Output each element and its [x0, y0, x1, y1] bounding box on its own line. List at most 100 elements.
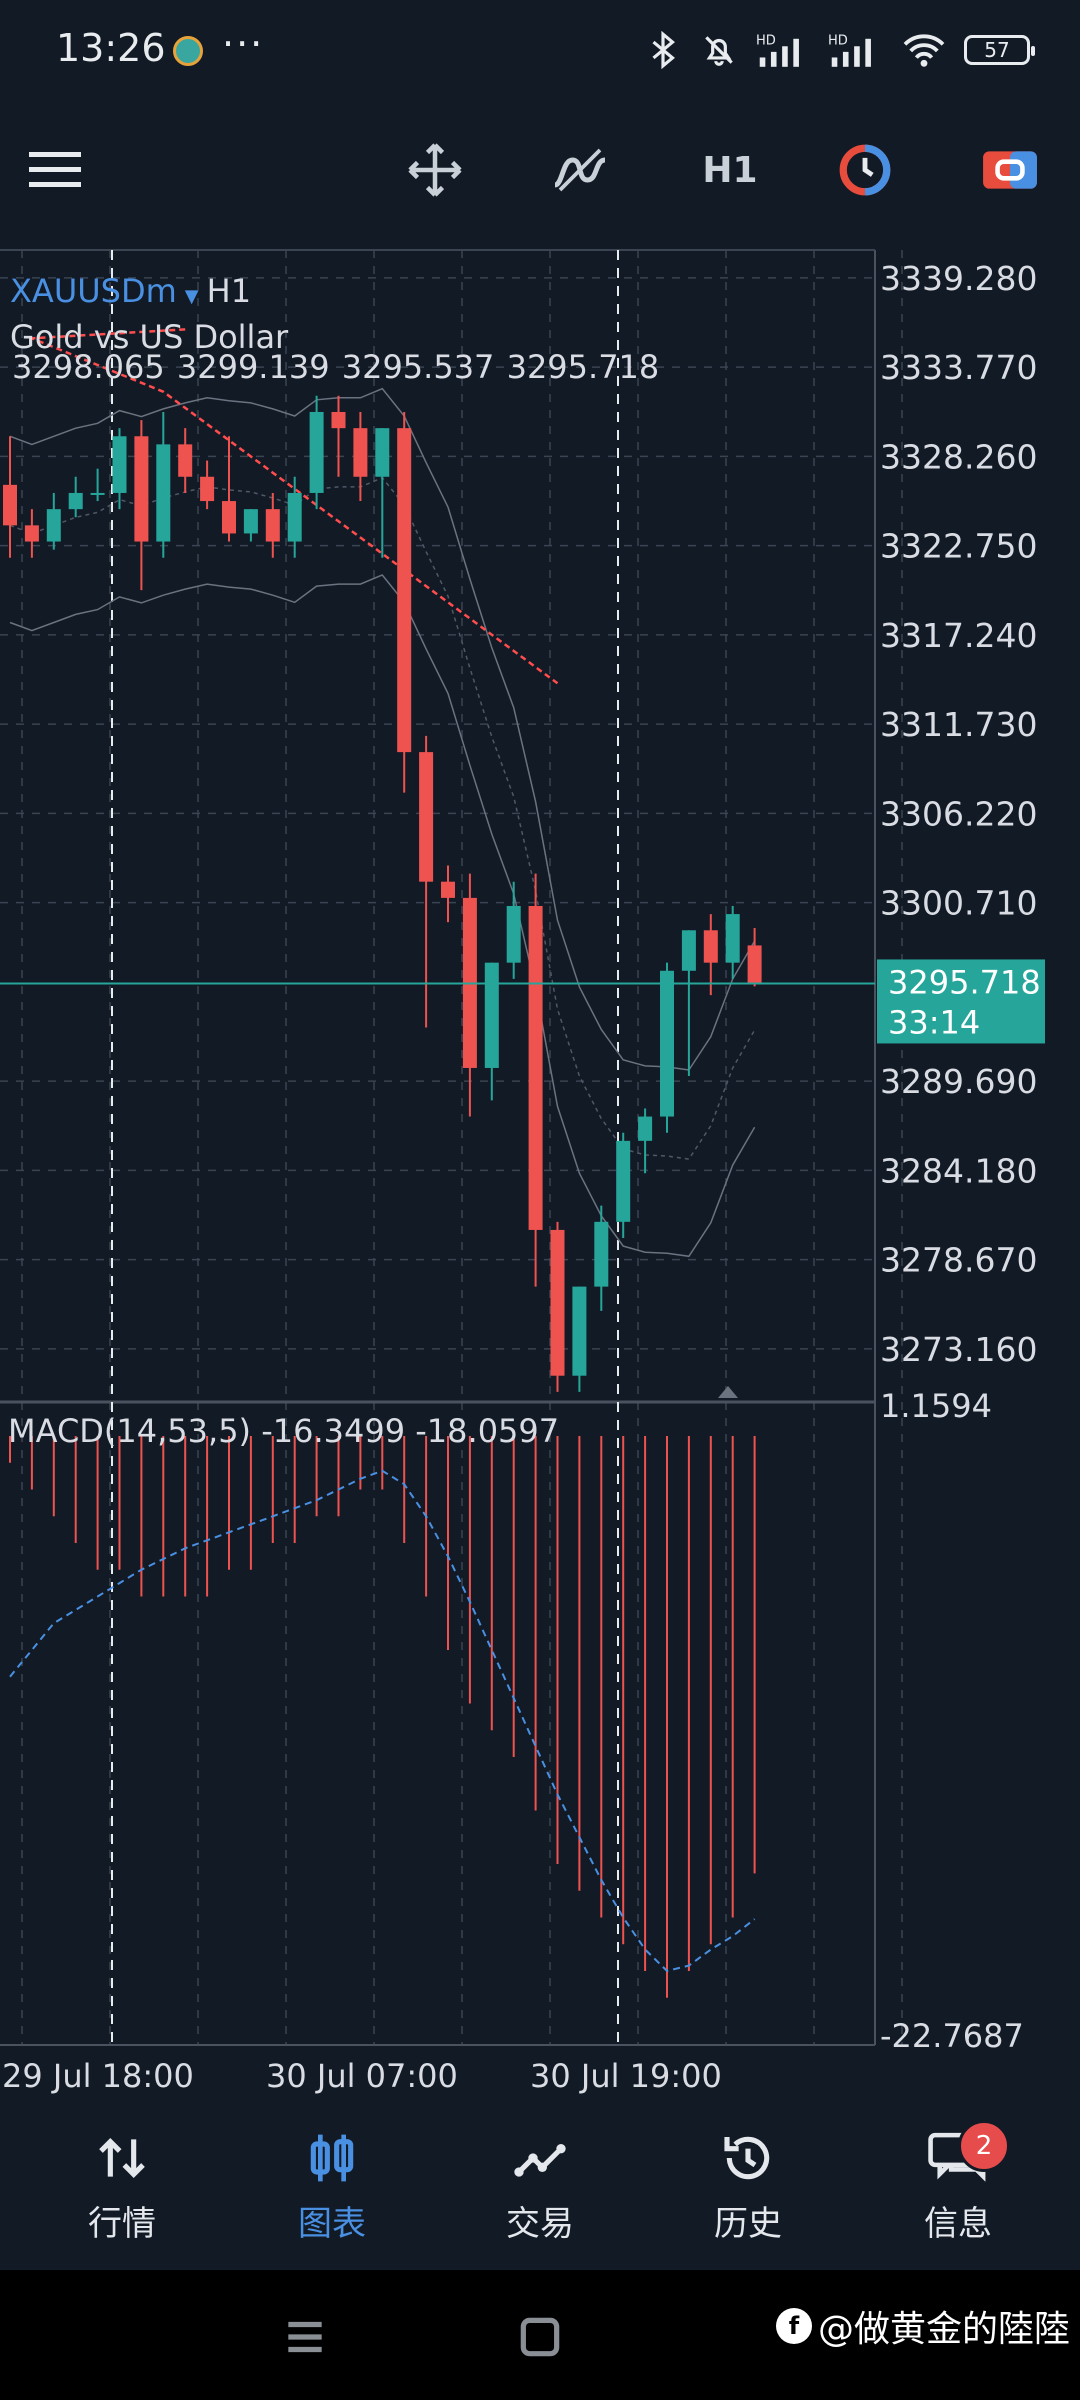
candle-body	[528, 905, 543, 1230]
unread-badge: 2	[958, 2120, 1010, 2172]
time-tick-label: 30 Jul 19:00	[530, 2057, 722, 2095]
candle-body	[331, 411, 346, 429]
system-navigation-bar	[0, 2270, 1080, 2400]
nav-label: 历史	[714, 2204, 782, 2244]
status-time: 13:26	[56, 26, 166, 70]
price-tick-label: 3311.730	[880, 705, 1037, 744]
candle-body	[725, 914, 740, 963]
nav-label: 图表	[298, 2204, 366, 2244]
price-tick-label: 3289.690	[880, 1062, 1037, 1101]
lower-band-line	[9, 574, 756, 1258]
candle-body	[397, 428, 412, 753]
candle-body	[572, 1286, 587, 1376]
slow-moving-average-line	[31, 328, 559, 685]
quotes-icon	[99, 2138, 145, 2178]
macd-tick-label: -22.7687	[880, 2017, 1024, 2055]
chart-toolbar: H1	[0, 110, 1080, 230]
candle-body	[484, 962, 499, 1068]
recent-apps-icon[interactable]	[280, 2312, 330, 2362]
trade-icon	[514, 2144, 566, 2177]
nav-trade[interactable]: 交易	[470, 2130, 610, 2250]
move-crosshair-icon	[408, 143, 462, 197]
home-icon[interactable]	[515, 2312, 565, 2362]
macd-label: MACD(14,53,5) -16.3499 -18.0597	[8, 1412, 560, 1450]
nav-label: 行情	[88, 2204, 156, 2244]
chart-icon	[310, 2134, 354, 2182]
symbol-description: Gold vs US Dollar	[10, 318, 289, 356]
candle-body	[68, 492, 83, 510]
candle-body	[506, 905, 521, 963]
indicators-button[interactable]	[545, 130, 615, 210]
candle-body	[3, 484, 17, 526]
candle-body	[178, 444, 193, 477]
candle-body	[616, 1140, 631, 1222]
middle-band-line	[9, 476, 756, 1160]
price-tick-label: 3306.220	[880, 794, 1037, 833]
candle-body	[747, 945, 762, 984]
candle-body	[550, 1229, 565, 1376]
menu-button[interactable]	[20, 130, 90, 210]
candle-body	[419, 752, 434, 882]
app-notification-icon	[173, 36, 203, 66]
candle-body	[287, 492, 302, 542]
candle-body	[222, 501, 236, 534]
price-tick-label: 3333.770	[880, 348, 1037, 387]
macd-signal-line	[9, 1469, 756, 1973]
watermark: f @做黄金的陸陸	[775, 2300, 1070, 2352]
candle-body	[681, 930, 696, 971]
more-notifications-icon: ···	[222, 22, 265, 66]
indicators-icon	[554, 148, 606, 192]
macd-tick-label: 1.1594	[880, 1387, 992, 1425]
candle-body	[156, 444, 171, 542]
price-tick-label: 3317.240	[880, 616, 1037, 655]
candle-body	[134, 436, 149, 542]
svg-text:HD: HD	[756, 33, 776, 48]
candle-body	[243, 509, 258, 534]
candle-body	[353, 428, 368, 477]
symbol-dropdown-icon[interactable]: ▼	[184, 286, 199, 307]
scroll-marker-icon	[718, 1386, 738, 1398]
timeframe-button[interactable]: H1	[690, 130, 770, 210]
nav-label: 交易	[506, 2204, 574, 2244]
candle-body	[24, 525, 39, 542]
nav-history[interactable]: 历史	[678, 2130, 818, 2250]
candle-body	[309, 411, 324, 493]
price-chart[interactable]: 3339.280 3333.770 3328.260 3322.750 3317.240…	[0, 240, 1080, 2120]
candle-body	[660, 970, 674, 1117]
current-price-label: 3295.718	[888, 963, 1041, 1001]
symbol-name[interactable]: XAUUSDm	[10, 272, 177, 310]
candle-body	[90, 492, 105, 495]
candle-body	[46, 509, 61, 542]
candle-body	[112, 436, 127, 493]
nav-quotes[interactable]: 行情	[52, 2130, 192, 2250]
price-tick-label: 3328.260	[880, 437, 1037, 476]
ohlc-values: 3298.065 3299.139 3295.537 3295.718	[12, 348, 660, 386]
mute-icon	[705, 36, 733, 66]
nav-messages[interactable]: 信息 2	[888, 2120, 1028, 2250]
price-tick-label: 3322.750	[880, 527, 1037, 566]
svg-text:HD: HD	[828, 33, 848, 48]
bottom-navigation: 行情 图表 交易 历史 信息 2	[0, 2100, 1080, 2270]
candle-body	[638, 1116, 653, 1141]
candle-body	[375, 428, 390, 477]
nav-label: 信息	[924, 2204, 992, 2244]
candle-body	[594, 1221, 609, 1287]
symbol-timeframe: H1	[206, 272, 252, 310]
crosshair-button[interactable]	[400, 130, 470, 210]
price-tick-label: 3273.160	[880, 1330, 1037, 1369]
nav-chart[interactable]: 图表	[262, 2130, 402, 2250]
wifi-icon	[903, 34, 945, 67]
account-button[interactable]	[975, 130, 1045, 210]
chart-area[interactable]: 3339.280 3333.770 3328.260 3322.750 3317.240…	[0, 240, 1080, 2120]
weibo-logo-icon: f	[775, 2308, 812, 2344]
hd-signal-icon: HD	[828, 33, 871, 67]
hd-signal-icon: HD	[756, 33, 799, 67]
symbol-header[interactable]: XAUUSDm ▼ H1	[10, 272, 251, 310]
bar-countdown-label: 33:14	[888, 1003, 980, 1041]
price-tick-label: 3278.670	[880, 1241, 1037, 1280]
timer-button[interactable]	[830, 130, 900, 210]
menu-icon	[29, 152, 81, 187]
time-tick-label: 30 Jul 07:00	[266, 2057, 458, 2095]
history-icon	[724, 2136, 770, 2180]
time-tick-label: 29 Jul 18:00	[2, 2057, 194, 2095]
